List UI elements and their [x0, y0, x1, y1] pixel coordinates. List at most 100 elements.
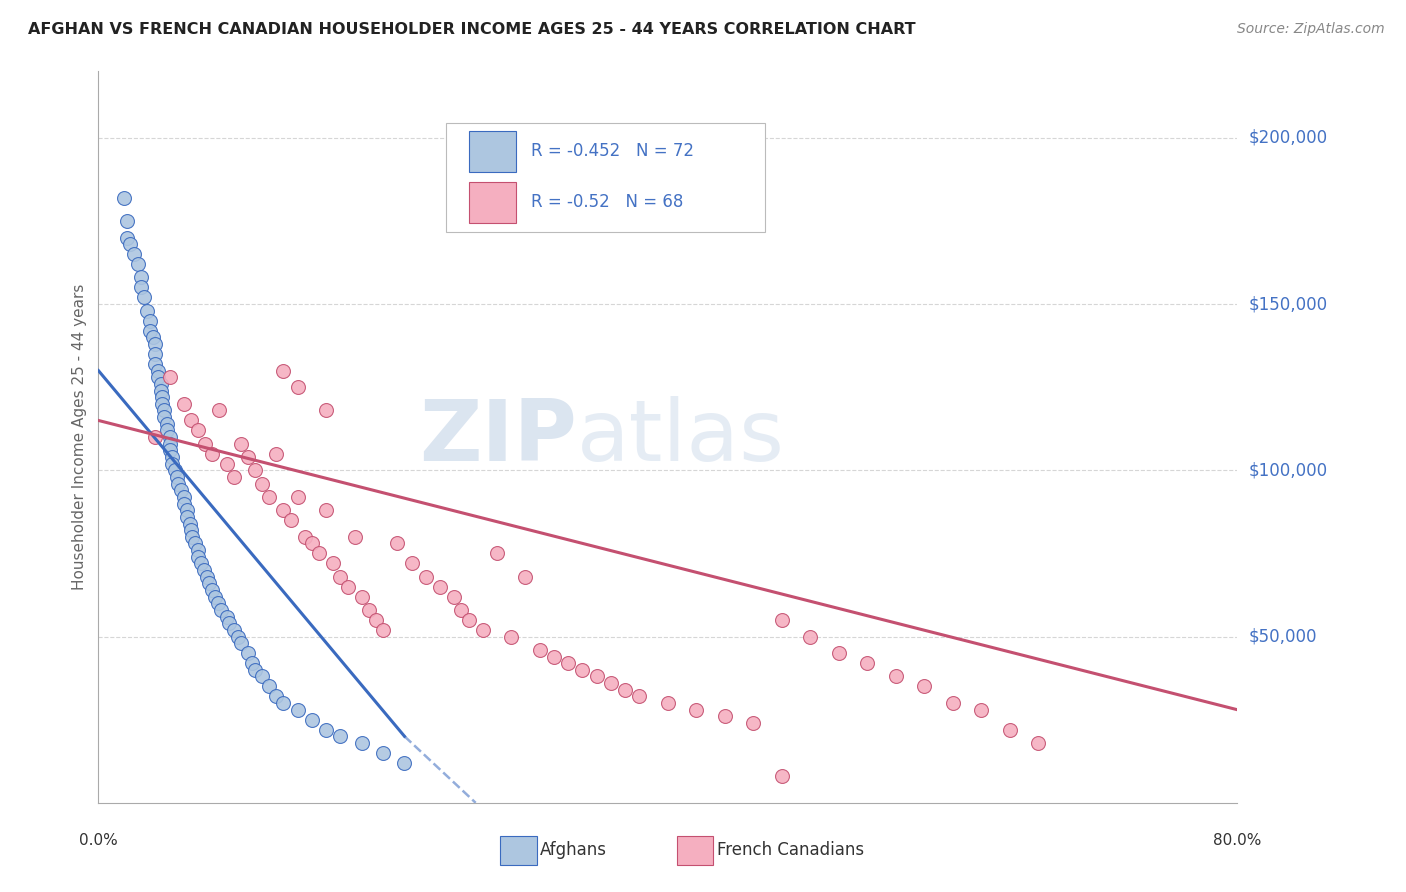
- Point: [243, 663, 266, 677]
- Point: [187, 543, 209, 558]
- Point: [301, 536, 323, 550]
- Point: [373, 623, 395, 637]
- Point: [273, 363, 295, 377]
- Point: [443, 590, 465, 604]
- Point: [156, 424, 179, 438]
- Point: [884, 669, 907, 683]
- Point: [180, 413, 202, 427]
- Text: Source: ZipAtlas.com: Source: ZipAtlas.com: [1237, 22, 1385, 37]
- Point: [350, 736, 373, 750]
- Point: [115, 214, 138, 228]
- Point: [215, 609, 238, 624]
- Point: [856, 656, 879, 670]
- Point: [250, 476, 273, 491]
- Point: [173, 497, 195, 511]
- Point: [159, 436, 181, 450]
- Point: [193, 563, 215, 577]
- Point: [166, 470, 188, 484]
- Point: [173, 397, 195, 411]
- Point: [148, 370, 170, 384]
- Point: [657, 696, 679, 710]
- Point: [190, 557, 212, 571]
- Text: 80.0%: 80.0%: [1213, 833, 1261, 848]
- Point: [350, 590, 373, 604]
- Point: [250, 669, 273, 683]
- Point: [998, 723, 1021, 737]
- Point: [280, 513, 302, 527]
- Point: [194, 436, 217, 450]
- Point: [529, 643, 551, 657]
- Point: [209, 603, 232, 617]
- Point: [685, 703, 707, 717]
- Point: [198, 576, 221, 591]
- Point: [208, 403, 231, 417]
- Point: [170, 483, 193, 498]
- Point: [176, 503, 198, 517]
- Text: 0.0%: 0.0%: [79, 833, 118, 848]
- Point: [394, 756, 416, 770]
- Point: [259, 680, 281, 694]
- FancyBboxPatch shape: [468, 182, 516, 223]
- Point: [145, 430, 167, 444]
- Point: [173, 490, 195, 504]
- Point: [429, 580, 451, 594]
- Text: ZIP: ZIP: [419, 395, 576, 479]
- Point: [138, 324, 160, 338]
- Point: [159, 443, 181, 458]
- Point: [112, 191, 135, 205]
- Point: [145, 337, 167, 351]
- Point: [153, 410, 176, 425]
- Point: [471, 623, 494, 637]
- Point: [201, 447, 224, 461]
- Point: [129, 270, 152, 285]
- Point: [222, 623, 245, 637]
- Point: [614, 682, 637, 697]
- Point: [828, 646, 851, 660]
- Point: [273, 696, 295, 710]
- Point: [150, 384, 173, 398]
- Point: [273, 503, 295, 517]
- Point: [180, 523, 202, 537]
- Point: [132, 290, 155, 304]
- Point: [628, 690, 651, 704]
- Point: [243, 463, 266, 477]
- Point: [1026, 736, 1049, 750]
- FancyBboxPatch shape: [501, 837, 537, 865]
- Point: [415, 570, 437, 584]
- Point: [742, 716, 765, 731]
- Point: [287, 490, 309, 504]
- Point: [184, 536, 207, 550]
- Point: [122, 247, 145, 261]
- Point: [187, 549, 209, 564]
- Point: [799, 630, 821, 644]
- Point: [315, 503, 337, 517]
- Point: [714, 709, 737, 723]
- Text: French Canadians: French Canadians: [717, 841, 863, 859]
- Point: [118, 237, 141, 252]
- Point: [266, 690, 288, 704]
- Point: [145, 347, 167, 361]
- Point: [240, 656, 263, 670]
- Point: [153, 403, 176, 417]
- Point: [159, 370, 181, 384]
- Point: [135, 303, 157, 318]
- Point: [229, 436, 252, 450]
- Point: [343, 530, 366, 544]
- Text: R = -0.52   N = 68: R = -0.52 N = 68: [531, 194, 683, 211]
- Point: [176, 509, 198, 524]
- Point: [204, 590, 226, 604]
- Point: [294, 530, 316, 544]
- Point: [145, 357, 167, 371]
- Point: [165, 463, 187, 477]
- Point: [218, 616, 240, 631]
- Point: [179, 516, 201, 531]
- Text: $200,000: $200,000: [1249, 128, 1327, 147]
- Point: [141, 330, 163, 344]
- Point: [287, 380, 309, 394]
- Text: $50,000: $50,000: [1249, 628, 1317, 646]
- Point: [259, 490, 281, 504]
- Point: [387, 536, 409, 550]
- Point: [266, 447, 288, 461]
- Point: [501, 630, 523, 644]
- Y-axis label: Householder Income Ages 25 - 44 years: Householder Income Ages 25 - 44 years: [72, 284, 87, 591]
